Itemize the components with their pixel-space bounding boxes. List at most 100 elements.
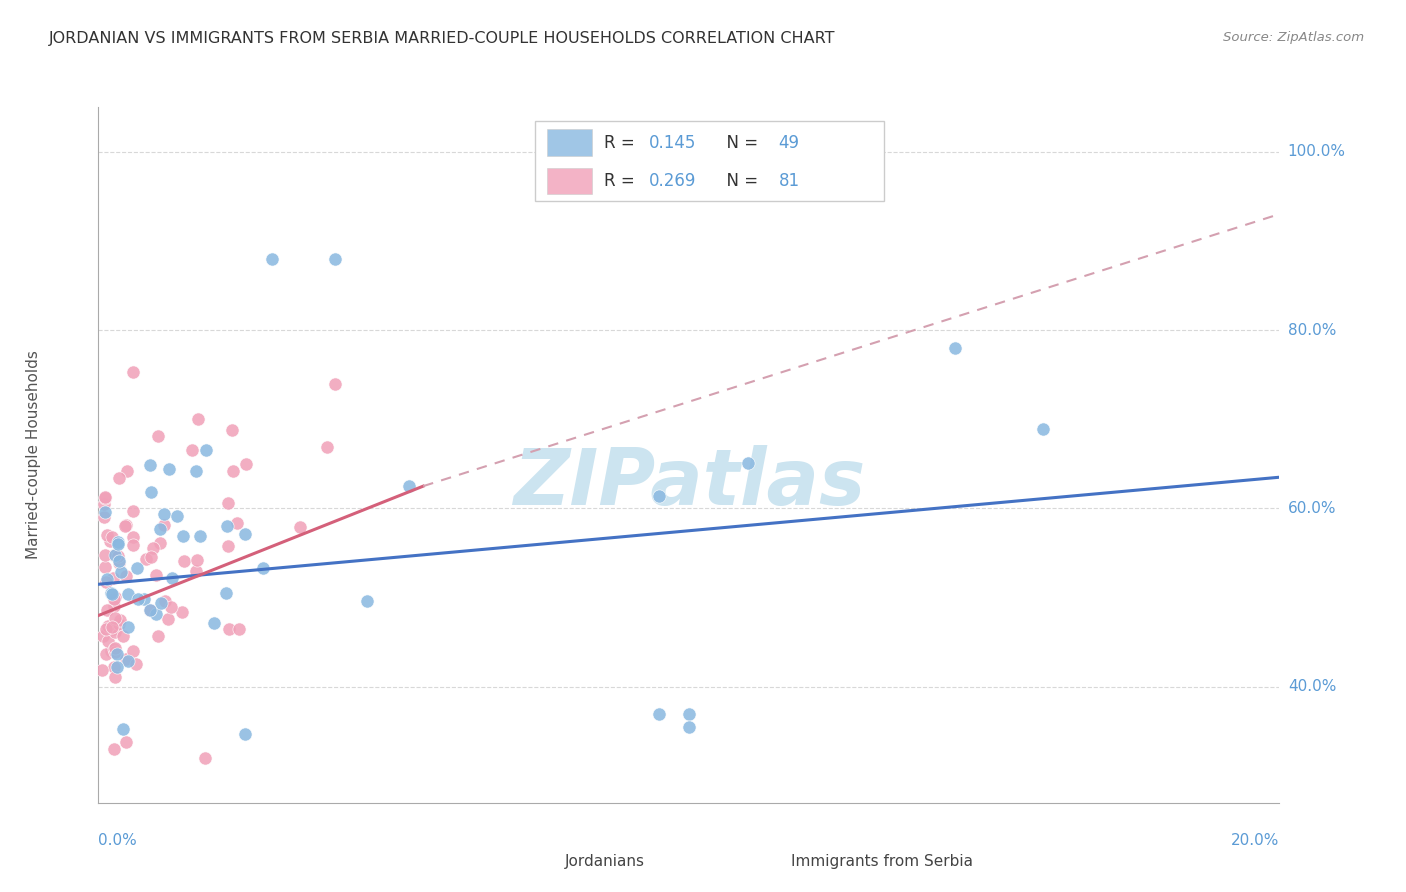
- Point: [107, 535, 129, 549]
- Point: [233, 727, 256, 741]
- Point: [181, 443, 204, 458]
- Point: [103, 642, 125, 657]
- Point: [91, 663, 114, 677]
- Point: [678, 720, 700, 734]
- Point: [149, 535, 172, 549]
- Point: [160, 600, 183, 615]
- Point: [187, 412, 209, 426]
- FancyBboxPatch shape: [517, 850, 555, 872]
- Point: [139, 603, 162, 617]
- Point: [153, 518, 176, 533]
- Point: [100, 585, 122, 599]
- Point: [184, 464, 207, 478]
- Point: [127, 561, 149, 575]
- Point: [93, 497, 115, 511]
- Point: [222, 464, 245, 478]
- Point: [115, 517, 138, 532]
- Point: [139, 549, 162, 564]
- Point: [101, 530, 124, 544]
- Point: [356, 594, 378, 608]
- Text: Jordanians: Jordanians: [565, 854, 645, 869]
- Point: [145, 568, 167, 582]
- Point: [96, 528, 118, 542]
- Point: [104, 611, 127, 625]
- Point: [97, 619, 120, 633]
- FancyBboxPatch shape: [547, 129, 592, 156]
- Point: [104, 625, 127, 640]
- Text: Immigrants from Serbia: Immigrants from Serbia: [790, 854, 973, 869]
- Point: [110, 565, 132, 579]
- Point: [114, 652, 136, 666]
- Point: [103, 591, 125, 606]
- Point: [153, 594, 176, 608]
- Point: [111, 629, 134, 643]
- Point: [157, 462, 180, 476]
- Text: N =: N =: [716, 172, 763, 190]
- Point: [142, 541, 165, 555]
- Point: [172, 529, 194, 543]
- Point: [108, 471, 131, 485]
- Point: [103, 645, 125, 659]
- Point: [121, 644, 143, 658]
- Point: [172, 605, 194, 619]
- Point: [202, 615, 225, 630]
- Point: [108, 613, 131, 627]
- Point: [94, 622, 117, 636]
- Point: [217, 496, 239, 510]
- Point: [107, 536, 129, 550]
- Point: [94, 548, 117, 562]
- Point: [150, 596, 173, 610]
- Point: [148, 428, 170, 442]
- Point: [648, 706, 671, 721]
- Point: [115, 464, 138, 478]
- Point: [235, 457, 257, 471]
- Point: [290, 520, 312, 534]
- Point: [104, 549, 127, 563]
- Point: [194, 751, 217, 765]
- Point: [103, 660, 125, 674]
- Point: [135, 551, 157, 566]
- Point: [93, 491, 115, 505]
- Point: [104, 590, 127, 604]
- Point: [101, 571, 124, 585]
- Point: [184, 564, 207, 578]
- Point: [96, 572, 118, 586]
- Point: [114, 519, 136, 533]
- Point: [114, 735, 136, 749]
- Point: [648, 489, 671, 503]
- Point: [104, 641, 127, 656]
- Point: [103, 742, 125, 756]
- Point: [105, 647, 128, 661]
- Point: [186, 553, 208, 567]
- Point: [94, 648, 117, 662]
- Point: [100, 644, 122, 658]
- Point: [98, 533, 121, 548]
- Point: [323, 376, 346, 391]
- Text: 0.0%: 0.0%: [98, 833, 138, 848]
- Point: [153, 507, 176, 521]
- Point: [141, 484, 163, 499]
- Point: [108, 554, 131, 568]
- Point: [94, 560, 117, 574]
- Point: [107, 549, 129, 564]
- Point: [122, 530, 145, 544]
- Point: [398, 479, 420, 493]
- Point: [125, 657, 148, 672]
- Point: [156, 612, 179, 626]
- Text: 0.269: 0.269: [648, 172, 696, 190]
- Text: 81: 81: [779, 172, 800, 190]
- Point: [233, 527, 256, 541]
- Point: [214, 586, 236, 600]
- Point: [101, 587, 124, 601]
- Point: [108, 556, 131, 570]
- Text: 100.0%: 100.0%: [1288, 145, 1346, 159]
- Point: [228, 623, 250, 637]
- Point: [117, 620, 139, 634]
- Point: [117, 587, 139, 601]
- Point: [218, 622, 240, 636]
- Text: R =: R =: [605, 134, 640, 152]
- FancyBboxPatch shape: [742, 850, 780, 872]
- Text: 60.0%: 60.0%: [1288, 501, 1336, 516]
- Point: [127, 592, 149, 607]
- Point: [96, 574, 118, 589]
